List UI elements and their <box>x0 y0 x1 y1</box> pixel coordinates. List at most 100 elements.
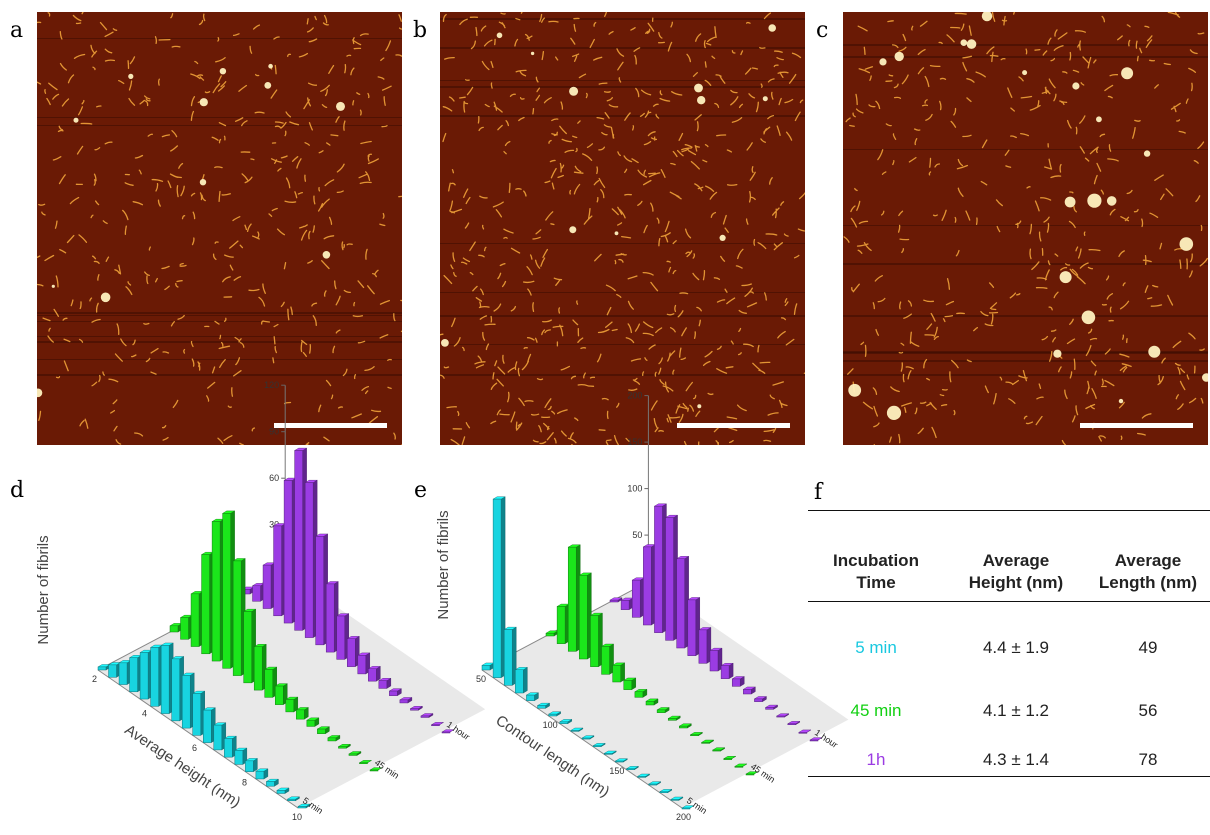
scan-line <box>440 18 805 20</box>
aggregate <box>879 58 887 66</box>
aggregate <box>966 39 977 49</box>
aggregate <box>37 388 43 398</box>
bar <box>293 447 308 631</box>
bar <box>358 760 373 764</box>
series-label: 5 min <box>301 795 325 816</box>
bar <box>420 713 434 718</box>
y-tick-label: 100 <box>627 484 642 494</box>
bar <box>709 647 723 672</box>
header-line: Average <box>1114 551 1182 570</box>
afm-background <box>37 12 402 445</box>
x-tick-label: 6 <box>192 743 197 753</box>
aggregate <box>336 101 345 111</box>
bar <box>223 735 238 758</box>
y-tick-label: 50 <box>632 530 642 540</box>
bar <box>181 672 195 729</box>
table-header-rule <box>808 601 1210 602</box>
y-tick-label: 60 <box>269 473 279 483</box>
aggregate <box>1143 150 1151 157</box>
panel-label-a: a <box>10 18 24 43</box>
bar <box>378 677 392 689</box>
aggregate <box>199 98 208 107</box>
panel-label-b: b <box>413 18 428 43</box>
bar <box>614 758 629 763</box>
x-tick-label: 10 <box>292 812 302 822</box>
bar <box>221 510 236 669</box>
column-header-incubation: Incubation Time <box>806 550 946 594</box>
aggregate <box>848 383 862 397</box>
header-line: Height (nm) <box>968 573 1064 592</box>
aggregate <box>322 251 331 259</box>
bar <box>295 707 310 720</box>
aggregate <box>886 405 902 420</box>
fibrils <box>37 12 402 445</box>
bar <box>337 743 352 749</box>
aggregate <box>199 179 207 186</box>
aggregate <box>128 73 134 79</box>
bar <box>589 612 604 668</box>
bar <box>711 747 726 752</box>
bar <box>430 722 445 726</box>
scan-line <box>440 374 805 376</box>
scan-line <box>843 351 1208 353</box>
bar <box>653 503 668 634</box>
header-line: Average <box>982 551 1050 570</box>
bar <box>647 781 662 786</box>
aggregate <box>1096 116 1102 123</box>
header-line: Incubation <box>833 551 919 570</box>
bar <box>687 597 701 657</box>
aggregate <box>496 32 503 39</box>
bar <box>399 697 413 704</box>
bar <box>525 692 540 702</box>
bar <box>190 591 204 647</box>
bar <box>620 597 634 611</box>
scale-bar <box>1080 423 1193 428</box>
bar <box>242 608 257 684</box>
bar <box>492 496 506 679</box>
series-5-min <box>481 496 695 810</box>
scan-line <box>37 125 402 126</box>
aggregate <box>530 51 535 56</box>
bar <box>251 583 266 602</box>
scan-line <box>843 225 1208 226</box>
bar <box>316 726 331 735</box>
table-cell-time-1h: 1h <box>866 750 886 769</box>
scan-line <box>843 374 1208 376</box>
bar <box>503 626 517 686</box>
bar <box>636 773 651 778</box>
scan-line <box>37 312 402 314</box>
panel-label-e: e <box>414 478 428 503</box>
scan-line <box>440 344 805 345</box>
bar <box>734 763 748 768</box>
fibrils <box>440 12 805 445</box>
scan-line <box>37 315 402 316</box>
table-cell-length-45min: 56 <box>1138 701 1158 720</box>
bar <box>306 717 320 727</box>
bar <box>547 711 562 717</box>
bar <box>675 555 690 649</box>
bar <box>367 666 382 682</box>
bar <box>200 551 215 655</box>
table-top-rule <box>808 510 1210 511</box>
bar <box>264 666 278 698</box>
y-axis-label: Number of fibrils <box>35 535 52 644</box>
aggregate <box>441 339 449 347</box>
bar <box>325 581 339 653</box>
scan-lines <box>843 44 1208 376</box>
scan-line <box>440 292 805 293</box>
bar <box>244 758 259 773</box>
bar <box>664 514 679 641</box>
y-tick-label: 120 <box>264 380 279 390</box>
table-cell-height-45min: 4.1 ± 1.2 <box>982 701 1050 720</box>
bar <box>592 742 606 748</box>
scale-bar <box>274 423 387 428</box>
aggregate <box>73 117 79 123</box>
bar <box>234 747 248 765</box>
bar <box>272 523 287 617</box>
aggregate <box>694 83 703 93</box>
bar <box>642 544 657 626</box>
bar <box>297 803 311 809</box>
table-cell-height-5min: 4.4 ± 1.9 <box>982 638 1050 657</box>
scan-line <box>37 341 402 343</box>
table-cell-height-1h: 4.3 ± 1.4 <box>982 750 1050 769</box>
